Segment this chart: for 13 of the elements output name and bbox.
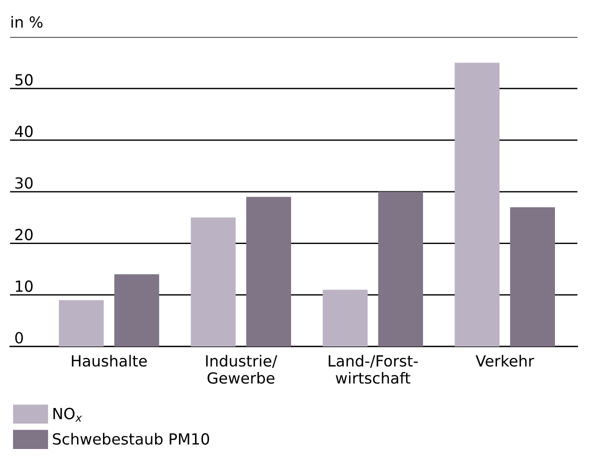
x-tick-label: Industrie/ Gewerbe — [206, 354, 278, 384]
x-tick-label: Haushalte — [72, 354, 147, 367]
y-tick-label: 0 — [15, 332, 23, 344]
y-tick-label: 10 — [16, 280, 33, 292]
legend-label: NO$_{x}$ — [53, 408, 82, 422]
y-axis-title: in % — [11, 16, 43, 28]
y-tick-label: 20 — [15, 228, 33, 240]
x-tick-label: Land-/Forst- wirtschaft — [328, 354, 418, 384]
y-tick-label: 40 — [14, 126, 33, 138]
y-tick-label: 30 — [15, 177, 33, 189]
legend-label: Schwebestaub PM10 — [52, 432, 210, 445]
x-tick-label: Verkehr — [476, 354, 534, 367]
y-tick-label: 50 — [15, 74, 33, 86]
